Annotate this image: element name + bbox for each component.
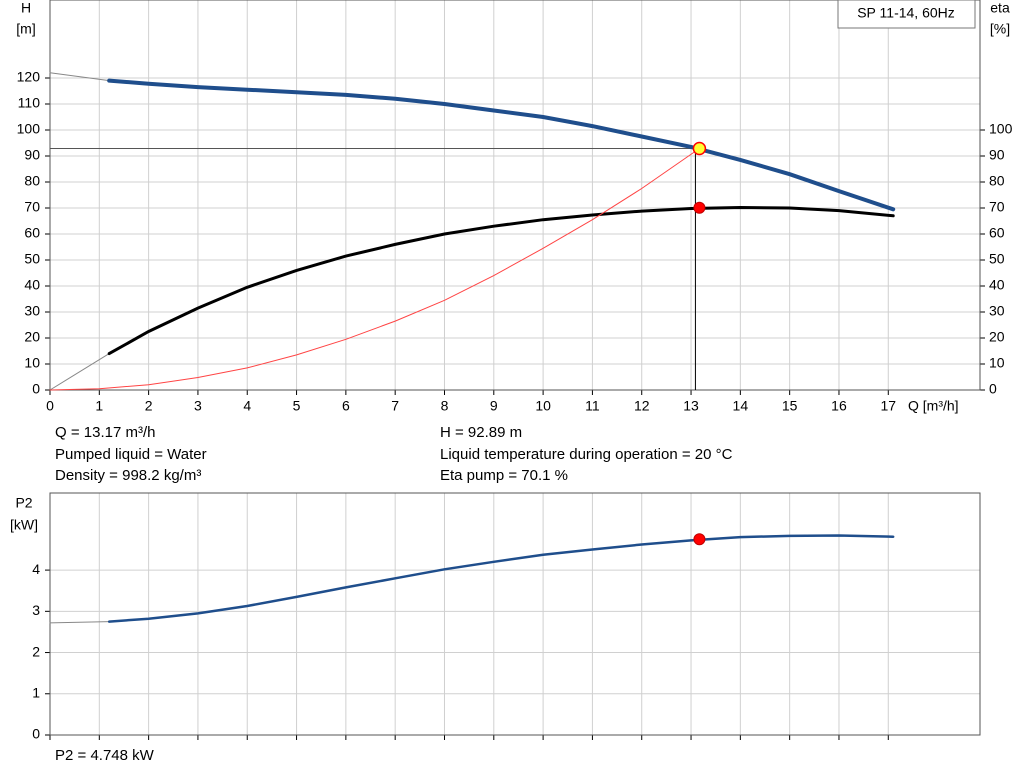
y-tick-label: 50 xyxy=(24,251,40,267)
curve xyxy=(49,72,110,82)
title-box xyxy=(837,0,976,29)
plot-frame xyxy=(49,0,981,391)
x-axis-label: Q [m³/h] xyxy=(908,398,959,414)
y2-tick-label: 80 xyxy=(989,173,1005,189)
x-tick-label: 2 xyxy=(145,398,153,414)
info-text: P2 = 4.748 kW xyxy=(55,747,155,764)
x-tick-label: 0 xyxy=(46,398,54,414)
x-tick-label: 5 xyxy=(293,398,301,414)
x-tick-label: 3 xyxy=(194,398,202,414)
y-tick-label: 70 xyxy=(24,199,40,215)
y-tick-label: 10 xyxy=(24,355,40,371)
y-tick-label: 1 xyxy=(32,684,40,700)
info-text: Pumped liquid = Water xyxy=(55,446,207,463)
x-tick-label: 6 xyxy=(342,398,350,414)
y-tick-label: 2 xyxy=(32,643,40,659)
curve xyxy=(107,78,896,212)
y-tick-label: 0 xyxy=(32,726,40,742)
y-tick-label: 60 xyxy=(24,225,40,241)
y2-tick-label: 70 xyxy=(989,199,1005,215)
y2-tick-label: 40 xyxy=(989,277,1005,293)
y-tick-label: 40 xyxy=(24,277,40,293)
y2-axis-unit: [%] xyxy=(990,21,1010,37)
y2-tick-label: 90 xyxy=(989,147,1005,163)
duty-point xyxy=(692,141,707,156)
info-text: Density = 998.2 kg/m³ xyxy=(55,467,201,484)
y-tick-label: 80 xyxy=(24,173,40,189)
y-axis-unit: [kW] xyxy=(10,517,38,533)
y2-tick-label: 100 xyxy=(989,121,1013,137)
curve xyxy=(49,148,700,391)
y-tick-label: 30 xyxy=(24,303,40,319)
info-text: Q = 13.17 m³/h xyxy=(55,424,155,441)
curve xyxy=(49,621,110,624)
plot-layer: 0 1 2 3 4 xyxy=(32,492,981,742)
x-tick-label: 9 xyxy=(490,398,498,414)
curve xyxy=(49,353,110,391)
curve xyxy=(107,205,895,356)
y2-axis-label: eta xyxy=(990,0,1010,16)
p2-point xyxy=(693,533,706,546)
y2-tick-label: 10 xyxy=(989,355,1005,371)
x-tick-label: 14 xyxy=(733,398,749,414)
x-tick-label: 7 xyxy=(391,398,399,414)
x-tick-label: 12 xyxy=(634,398,650,414)
x-tick-label: 13 xyxy=(683,398,699,414)
x-tick-label: 4 xyxy=(243,398,251,414)
y2-tick-label: 50 xyxy=(989,251,1005,267)
chart-title: SP 11-14, 60Hz xyxy=(857,5,955,21)
x-tick-label: 17 xyxy=(880,398,896,414)
x-tick-label: 11 xyxy=(585,398,600,414)
plot-layer: 0 1 2 3 4 5 6 7 8 9 10 11 12 13 14 15 16 1701020304050607… xyxy=(17,0,1013,414)
y2-tick-label: 60 xyxy=(989,225,1005,241)
x-tick-label: 15 xyxy=(782,398,798,414)
y-tick-label: 100 xyxy=(17,121,41,137)
eta-point xyxy=(693,201,706,214)
y2-tick-label: 30 xyxy=(989,303,1005,319)
plot-frame xyxy=(49,492,981,736)
y-tick-label: 4 xyxy=(32,561,40,577)
curve xyxy=(107,534,895,623)
x-tick-label: 1 xyxy=(95,398,103,414)
y2-tick-label: 0 xyxy=(989,381,997,397)
y2-tick-label: 20 xyxy=(989,329,1005,345)
y-axis-label: H xyxy=(21,0,31,16)
y-tick-label: 120 xyxy=(17,69,41,85)
info-text: H = 92.89 m xyxy=(440,424,522,441)
x-tick-label: 16 xyxy=(831,398,847,414)
y-tick-label: 0 xyxy=(32,381,40,397)
y-axis-label: P2 xyxy=(15,495,32,511)
y-axis-unit: [m] xyxy=(16,21,35,37)
info-text: Liquid temperature during operation = 20… xyxy=(440,446,733,463)
y-tick-label: 20 xyxy=(24,329,40,345)
info-text: Eta pump = 70.1 % xyxy=(440,467,568,484)
x-tick-label: 8 xyxy=(441,398,449,414)
x-tick-label: 10 xyxy=(535,398,551,414)
y-tick-label: 90 xyxy=(24,147,40,163)
y-tick-label: 3 xyxy=(32,602,40,618)
y-tick-label: 110 xyxy=(18,95,41,111)
